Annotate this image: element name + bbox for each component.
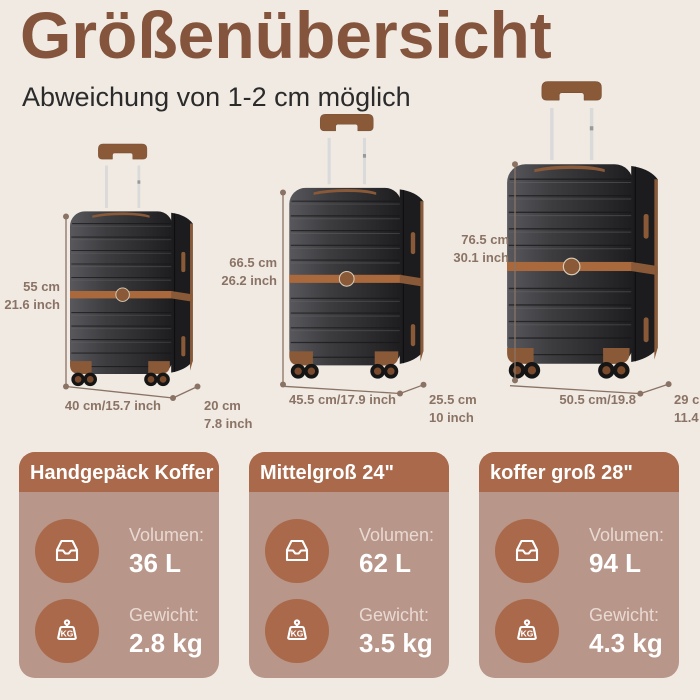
svg-text:66.5 cm: 66.5 cm — [229, 255, 277, 270]
svg-text:26.2 inch: 26.2 inch — [221, 273, 277, 288]
svg-text:40 cm/15.7 inch: 40 cm/15.7 inch — [65, 398, 161, 413]
svg-text:25.5 cm: 25.5 cm — [429, 392, 477, 407]
svg-text:7.8 inch: 7.8 inch — [204, 416, 252, 430]
svg-text:30.1 inch: 30.1 inch — [453, 250, 509, 265]
svg-text:KG: KG — [291, 629, 304, 639]
svg-text:29 cm: 29 cm — [674, 392, 700, 407]
svg-text:45.5 cm/17.9 inch: 45.5 cm/17.9 inch — [289, 392, 396, 407]
svg-text:50.5 cm/19.8: 50.5 cm/19.8 — [559, 392, 636, 407]
svg-text:76.5 cm: 76.5 cm — [461, 232, 509, 247]
svg-text:55 cm: 55 cm — [23, 279, 60, 294]
svg-text:20 cm: 20 cm — [204, 398, 241, 413]
svg-text:KG: KG — [521, 629, 534, 639]
svg-text:21.6 inch: 21.6 inch — [4, 297, 60, 312]
svg-text:11.4 inch: 11.4 inch — [674, 410, 700, 425]
svg-text:10 inch: 10 inch — [429, 410, 474, 425]
svg-text:KG: KG — [61, 629, 74, 639]
